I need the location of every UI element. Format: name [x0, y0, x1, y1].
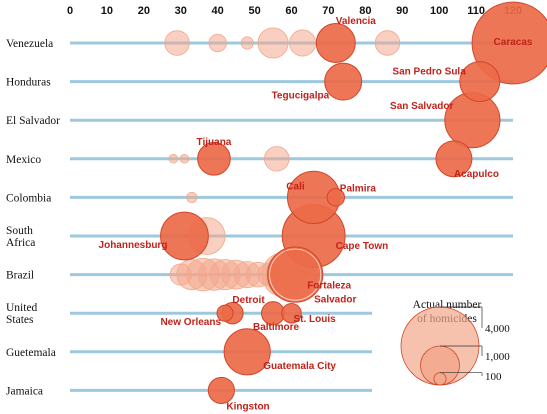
bubble [160, 211, 209, 261]
x-tick-label: 20 [138, 5, 150, 17]
bubble [168, 154, 179, 164]
bubble [324, 62, 363, 101]
x-tick-label: 40 [212, 5, 224, 17]
category-label: Venezuela [6, 38, 53, 50]
city-label: Cali [286, 181, 305, 192]
city-label: New Orleans [160, 317, 221, 328]
bubble [207, 376, 235, 404]
bubble [216, 304, 234, 322]
bubble [164, 30, 190, 56]
x-tick-label: 0 [67, 5, 73, 17]
bubble-layer [160, 1, 547, 404]
category-label-line: United [6, 302, 38, 314]
bubble [374, 30, 401, 56]
city-label: San Salvador [390, 101, 453, 112]
legend-value-label: 4,000 [485, 323, 510, 335]
category-label: Colombia [6, 192, 51, 204]
x-tick-label: 100 [430, 5, 448, 17]
category-label-line: States [6, 314, 34, 326]
city-label: Guatemala City [263, 361, 336, 372]
x-tick-label: 110 [467, 5, 485, 17]
x-tick-label: 60 [285, 5, 297, 17]
bubble [179, 154, 190, 164]
category-label: Honduras [6, 77, 51, 89]
bubble [169, 263, 192, 286]
category-label-line: Jamaica [6, 385, 43, 397]
bubble [267, 246, 324, 303]
category-label: South Africa [6, 225, 35, 249]
category-label-line: Honduras [6, 77, 51, 89]
bubble-ring [269, 248, 322, 301]
bubble [435, 140, 473, 178]
city-label: Fortaleza [307, 281, 351, 292]
city-label: Caracas [494, 37, 533, 48]
city-label: Johannesburg [99, 240, 168, 251]
x-tick-label: 50 [248, 5, 260, 17]
x-tick-label: 30 [175, 5, 187, 17]
bubble [281, 302, 302, 324]
city-label: Cape Town [336, 241, 389, 252]
city-label: Detroit [232, 295, 265, 306]
city-label: Acapulco [454, 169, 499, 180]
bubble [289, 29, 317, 57]
city-label: Salvador [314, 295, 356, 306]
city-label: Kingston [226, 401, 269, 412]
bubble [459, 61, 501, 103]
x-tick-label: 90 [396, 5, 408, 17]
category-label-line: Brazil [6, 270, 34, 282]
bubble [315, 23, 356, 63]
legend-value-label: 100 [485, 371, 502, 383]
city-label: Baltimore [253, 322, 300, 333]
category-label: Brazil [6, 270, 34, 282]
city-label: St. Louis [294, 314, 337, 325]
legend-value-label: 1,000 [485, 351, 510, 363]
category-label-line: Colombia [6, 192, 51, 204]
category-label-line: Guetemala [6, 347, 56, 359]
bubble [471, 1, 547, 85]
bubble [326, 188, 346, 207]
x-tick-label: 10 [101, 5, 113, 17]
legend-bubble [433, 372, 447, 386]
category-label-line: Africa [6, 237, 35, 249]
bubble [264, 146, 290, 172]
category-label: Guetemala [6, 347, 56, 359]
bubble [208, 33, 227, 53]
city-label: Palmira [340, 183, 377, 194]
x-tick-label: 80 [359, 5, 371, 17]
category-label: Mexico [6, 154, 41, 166]
x-tick-label: 70 [322, 5, 334, 17]
bubble [240, 36, 254, 50]
category-label-line: El Salvador [6, 115, 60, 127]
city-label: Tegucigalpa [272, 91, 330, 102]
category-label-line: Mexico [6, 154, 41, 166]
city-label: Valencia [336, 16, 376, 27]
label-layer: Caracas Valencia San Pedro Sula Tegucigalpa… [99, 16, 533, 412]
category-label: United States [6, 302, 38, 326]
bubble [223, 328, 271, 376]
category-label: Jamaica [6, 385, 43, 397]
category-label-line: South [6, 225, 33, 237]
category-label-line: Venezuela [6, 38, 53, 50]
bubble [186, 191, 198, 203]
bubble [257, 27, 289, 59]
city-label: San Pedro Sula [392, 67, 466, 78]
city-label: Tijuana [197, 137, 232, 148]
category-label: El Salvador [6, 115, 60, 127]
bubble [197, 141, 231, 176]
